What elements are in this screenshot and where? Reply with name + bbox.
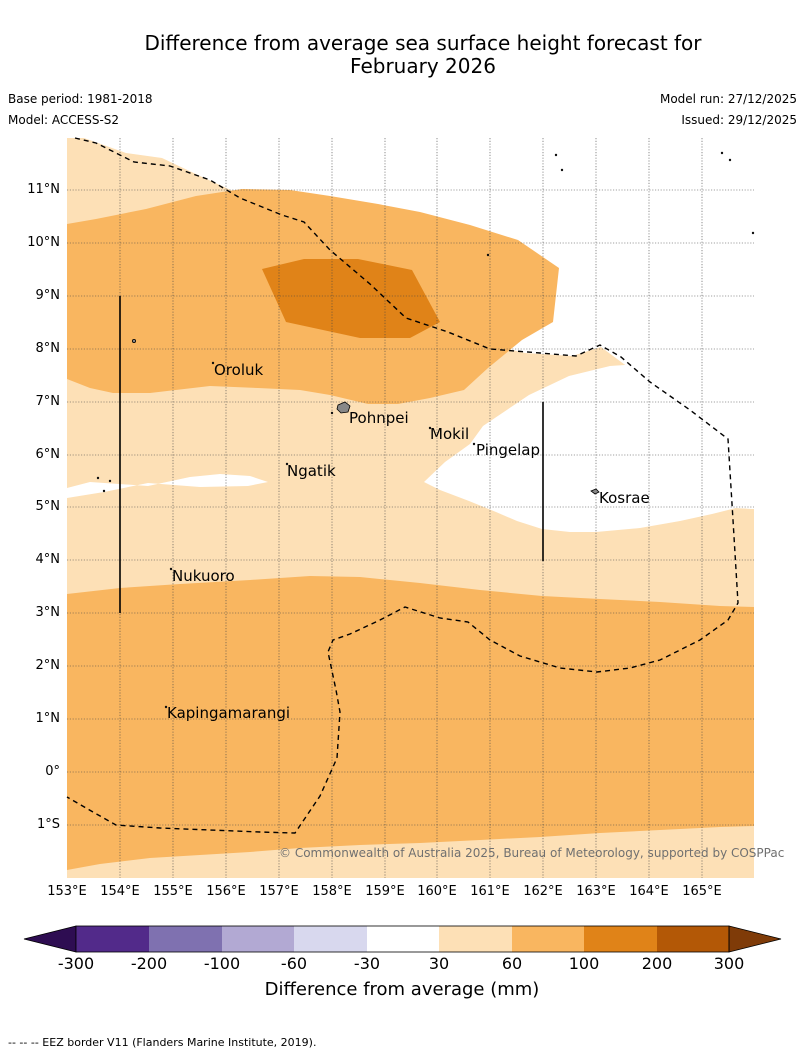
boundary-lines — [119, 296, 544, 613]
lat-label: 1°S — [36, 817, 60, 832]
colorbar-tick: 200 — [641, 954, 673, 973]
lat-label: 5°N — [35, 499, 61, 514]
place-label-ngatik: Ngatik — [287, 462, 336, 480]
contour-below-30-west — [67, 474, 268, 498]
islet-pingelap — [472, 442, 476, 446]
colorbar-outline — [75, 925, 730, 953]
colorbar-tick: 100 — [568, 954, 600, 973]
lon-label: 165°E — [682, 884, 722, 899]
islet-ngatik — [285, 462, 289, 466]
place-label-oroluk: Oroluk — [214, 361, 264, 379]
colorbar-segment-5 — [367, 926, 439, 952]
lon-label: 162°E — [523, 884, 563, 899]
lat-label: 3°N — [35, 605, 61, 620]
colorbar-label: Difference from average (mm) — [264, 979, 540, 1000]
lat-label: 6°N — [35, 447, 61, 462]
islet-ne-1 — [554, 153, 558, 157]
colorbar-segment-1 — [76, 926, 149, 952]
lon-label: 160°E — [417, 884, 457, 899]
place-label-pohnpei: Pohnpei — [349, 409, 409, 427]
lon-label: 158°E — [312, 884, 352, 899]
title-line-2: February 2026 — [350, 54, 496, 78]
lat-label: 10°N — [27, 235, 60, 250]
eez-legend-footer: -- -- -- EEZ border V11 (Flanders Marine… — [8, 1036, 317, 1049]
islands — [96, 151, 755, 709]
lon-label: 161°E — [470, 884, 510, 899]
islet-w-2 — [102, 489, 106, 493]
colorbar-tick: -30 — [353, 954, 381, 973]
colorbar-tick: 300 — [713, 954, 745, 973]
colorbar-segment-7 — [512, 926, 584, 952]
place-label-pingelap: Pingelap — [476, 441, 541, 459]
lon-label: 154°E — [100, 884, 140, 899]
colorbar-tick: -200 — [130, 954, 168, 973]
islet-ne-2 — [560, 168, 564, 172]
contour-below-30-centre — [327, 138, 754, 532]
lat-label: 11°N — [27, 182, 60, 197]
lon-label: 164°E — [629, 884, 669, 899]
kosrae-island — [590, 488, 600, 495]
islet-w-1 — [96, 476, 100, 480]
model-name: Model: ACCESS-S2 — [8, 113, 120, 127]
place-label-nukuoro: Nukuoro — [172, 567, 235, 585]
islet-e — [751, 231, 755, 235]
islet-oroluk — [211, 361, 215, 365]
lat-label: 9°N — [35, 288, 61, 303]
lat-label: 0° — [45, 764, 60, 779]
title-line-1: Difference from average sea surface heig… — [144, 31, 702, 55]
place-label-mokil: Mokil — [430, 425, 470, 443]
lat-label: 7°N — [35, 394, 61, 409]
contour-60-100-south — [67, 576, 754, 870]
place-label-kapingamarangi: Kapingamarangi — [167, 704, 291, 722]
issued-date: Issued: 29/12/2025 — [681, 113, 797, 127]
lon-label: 155°E — [153, 884, 193, 899]
colorbar-tick: 60 — [501, 954, 523, 973]
contour-100-200-north — [262, 259, 440, 338]
colorbar — [23, 925, 782, 953]
lat-label: 2°N — [35, 658, 61, 673]
islet-pohnpei-west — [330, 411, 334, 415]
islet-ne-4 — [728, 158, 732, 162]
colorbar-segment-8 — [584, 926, 657, 952]
colorbar-segment-3 — [222, 926, 294, 952]
islet-nukuoro — [169, 567, 173, 571]
islet-w-3 — [108, 479, 112, 483]
lon-label: 163°E — [576, 884, 616, 899]
chart-title: Difference from average sea surface heig… — [0, 32, 804, 78]
contour-below-30-north — [67, 138, 754, 509]
colorbar-under-arrow — [23, 925, 77, 953]
lon-label: 159°E — [365, 884, 405, 899]
islet-kapinga — [164, 705, 168, 709]
contour-fills — [67, 138, 754, 878]
pohnpei-island — [336, 401, 351, 414]
lat-label: 1°N — [35, 711, 61, 726]
lon-label: 157°E — [259, 884, 299, 899]
base-period: Base period: 1981-2018 — [8, 92, 153, 106]
place-label-kosrae: Kosrae — [599, 489, 650, 507]
colorbar-segment-4 — [294, 926, 367, 952]
islet-ne-3 — [720, 151, 724, 155]
eez-borders — [66, 137, 739, 834]
islet-northwest — [131, 338, 136, 343]
islet-mokil — [428, 426, 432, 430]
eez-border-north — [66, 137, 739, 834]
lat-label: 4°N — [35, 552, 61, 567]
colorbar-segment-2 — [149, 926, 222, 952]
lon-label: 153°E — [47, 884, 87, 899]
islet-c — [486, 253, 490, 257]
colorbar-tick: -300 — [57, 954, 95, 973]
model-run: Model run: 27/12/2025 — [659, 92, 797, 106]
colorbar-segment-9 — [657, 926, 729, 952]
colorbar-tick: -100 — [203, 954, 241, 973]
lat-label: 8°N — [35, 341, 61, 356]
colorbar-tick: 30 — [428, 954, 450, 973]
colorbar-tick: -60 — [280, 954, 308, 973]
colorbar-segment-6 — [439, 926, 512, 952]
lon-label: 156°E — [206, 884, 246, 899]
copyright-notice: © Commonwealth of Australia 2025, Bureau… — [279, 846, 785, 860]
colorbar-over-arrow — [728, 925, 782, 953]
